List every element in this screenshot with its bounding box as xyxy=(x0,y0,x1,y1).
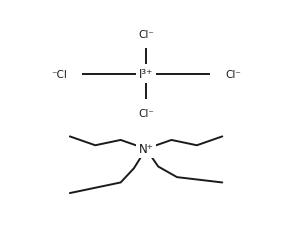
Text: I³⁺: I³⁺ xyxy=(139,68,153,81)
Text: ⁻Cl: ⁻Cl xyxy=(51,69,67,79)
Text: N⁺: N⁺ xyxy=(139,143,154,156)
Text: Cl⁻: Cl⁻ xyxy=(138,109,154,119)
Text: Cl⁻: Cl⁻ xyxy=(138,30,154,40)
Text: Cl⁻: Cl⁻ xyxy=(225,69,241,79)
